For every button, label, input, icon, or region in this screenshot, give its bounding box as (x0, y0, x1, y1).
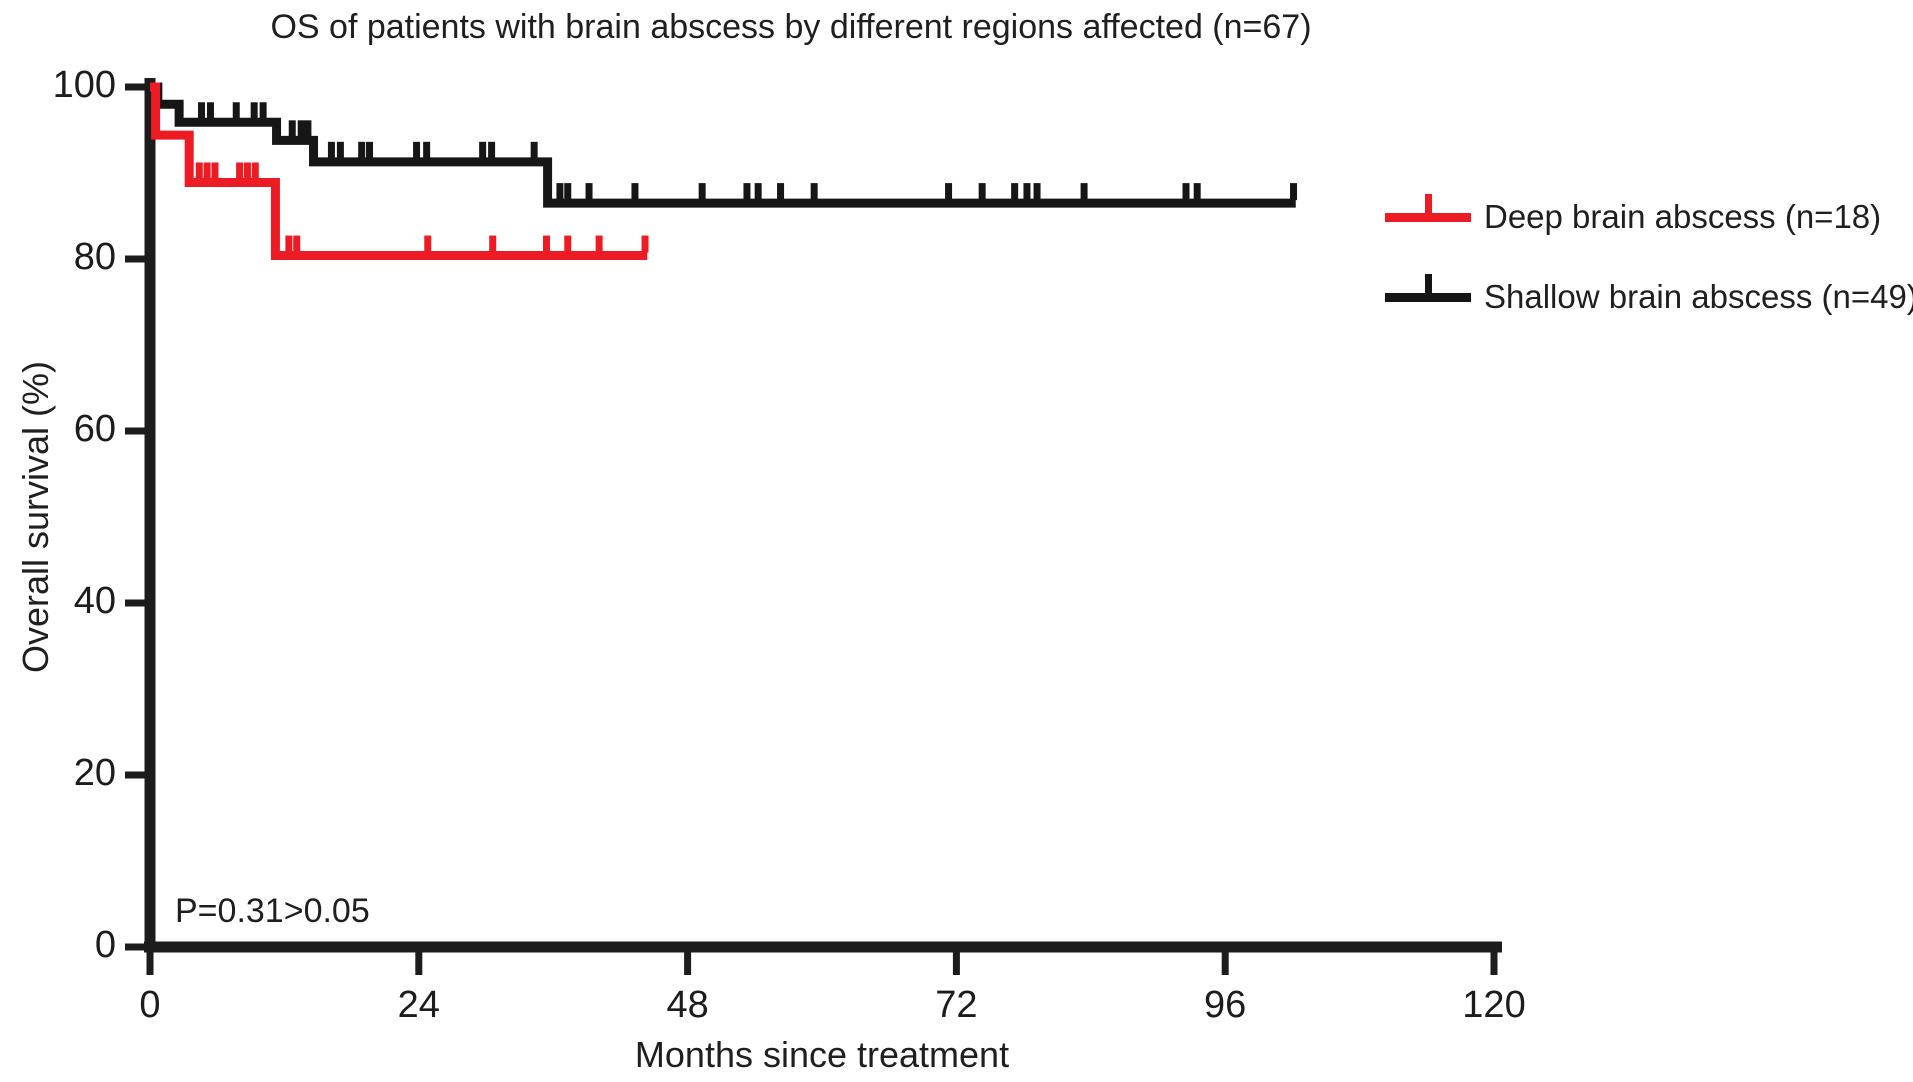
x-axis-label: Months since treatment (634, 1034, 1010, 1075)
x-tick-label: 24 (397, 984, 440, 1026)
censor-tick-icon (1425, 273, 1432, 301)
x-tick-label: 96 (1204, 984, 1247, 1026)
x-tick-label: 48 (666, 984, 709, 1026)
legend-item-deep: Deep brain abscess (n=18) (1385, 193, 1882, 239)
legend-label-deep: Deep brain abscess (n=18) (1484, 198, 1882, 235)
x-tick-label: 120 (1462, 984, 1526, 1026)
y-tick-label: 0 (94, 923, 116, 966)
y-tick-label: 20 (73, 751, 116, 794)
survival-curve (150, 82, 1296, 208)
x-tick-label: 72 (935, 984, 978, 1026)
survival-curve (150, 82, 648, 261)
deep-series-line-sample (1385, 193, 1471, 222)
y-tick-label: 40 (73, 579, 116, 622)
censor-tick-icon (1425, 193, 1432, 221)
chart-title: OS of patients with brain abscess by dif… (270, 8, 1312, 46)
y-tick-label: 60 (73, 407, 116, 450)
x-tick-label: 0 (139, 984, 161, 1026)
legend-item-shallow: Shallow brain abscess (n=49) (1385, 273, 1913, 319)
y-tick-label: 80 (73, 235, 116, 278)
p-value-annotation: P=0.31>0.05 (175, 892, 370, 930)
y-tick-label: 100 (52, 63, 116, 106)
shallow-series-line-sample (1385, 273, 1471, 302)
legend-label-shallow: Shallow brain abscess (n=49) (1484, 278, 1913, 315)
